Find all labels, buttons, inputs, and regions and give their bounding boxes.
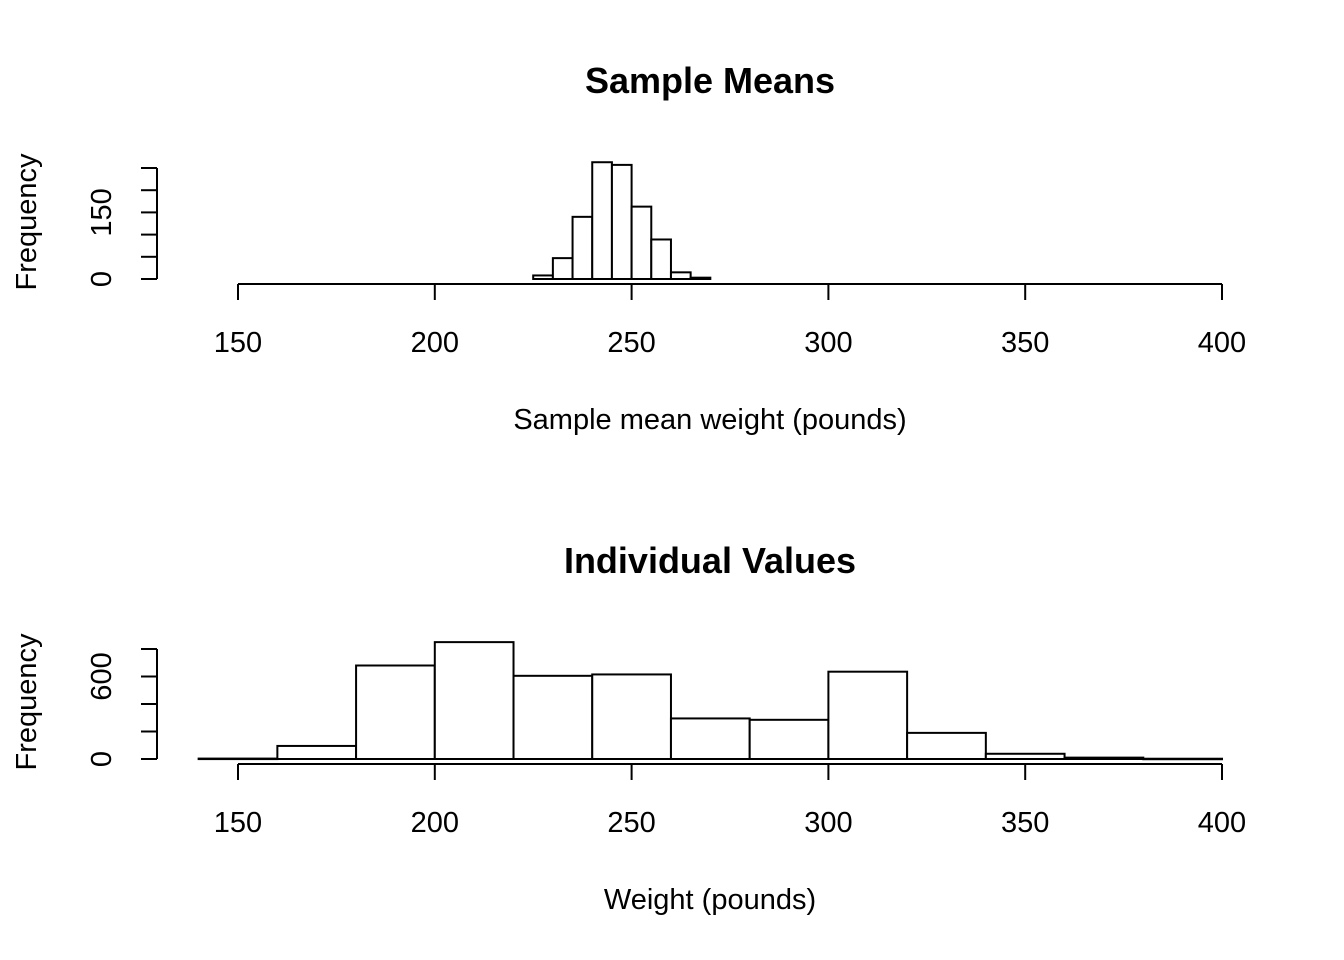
histogram-bar <box>591 161 613 280</box>
histogram-bar <box>512 674 594 760</box>
histogram-bar <box>689 276 712 280</box>
y-tick-label: 150 <box>86 188 118 236</box>
x-axis: 150 200 250 300 350 400 <box>214 283 1246 359</box>
histogram-bar <box>669 271 692 280</box>
chart-title: Sample Means <box>585 60 835 101</box>
x-tick-label: 350 <box>1001 807 1049 839</box>
y-tick-label: 0 <box>86 271 118 287</box>
chart-title: Individual Values <box>564 540 856 581</box>
x-tick-label: 400 <box>1198 327 1246 359</box>
histogram-bar <box>571 215 594 280</box>
x-tick-label: 200 <box>411 327 459 359</box>
histogram-bars <box>532 161 712 281</box>
histogram-bar <box>610 163 633 280</box>
x-tick-label: 150 <box>214 327 262 359</box>
histogram-bar <box>906 731 987 760</box>
histogram-bar <box>630 205 653 281</box>
histogram-bar <box>591 673 672 760</box>
histogram-bar <box>197 757 279 761</box>
chart-individual-values: Individual Values Weight (pounds) Freque… <box>11 540 1246 916</box>
chart-sample-means: Sample Means Sample mean weight (pounds)… <box>11 60 1246 436</box>
y-axis: 0 600 <box>86 648 158 767</box>
y-axis-label: Frequency <box>11 633 43 771</box>
histogram-bar <box>1063 756 1145 760</box>
histogram-bar <box>355 664 436 760</box>
x-axis-label: Sample mean weight (pounds) <box>513 404 906 436</box>
y-axis: 0 150 <box>86 167 158 287</box>
histogram-bar <box>827 670 909 760</box>
x-tick-label: 150 <box>214 807 262 839</box>
histogram-bar <box>532 274 554 280</box>
y-axis-label: Frequency <box>11 153 43 291</box>
x-tick-label: 250 <box>607 807 655 839</box>
x-tick-label: 350 <box>1001 327 1049 359</box>
histogram-bar <box>433 641 515 760</box>
histogram-bar <box>1142 757 1224 761</box>
x-axis: 150 200 250 300 350 400 <box>214 763 1246 839</box>
y-tick-label: 0 <box>86 751 118 767</box>
x-tick-label: 250 <box>607 327 655 359</box>
x-tick-label: 300 <box>804 807 852 839</box>
y-tick-label: 600 <box>86 652 118 700</box>
x-tick-label: 300 <box>804 327 852 359</box>
histogram-bar <box>650 238 672 280</box>
histogram-bar <box>551 257 574 280</box>
x-tick-label: 400 <box>1198 807 1246 839</box>
x-tick-label: 200 <box>411 807 459 839</box>
histogram-bar <box>276 744 358 760</box>
x-axis-label: Weight (pounds) <box>604 884 816 916</box>
histogram-bar <box>669 717 751 760</box>
histogram-bar <box>984 752 1066 761</box>
histogram-bars <box>197 641 1224 761</box>
histogram-bar <box>748 718 830 760</box>
